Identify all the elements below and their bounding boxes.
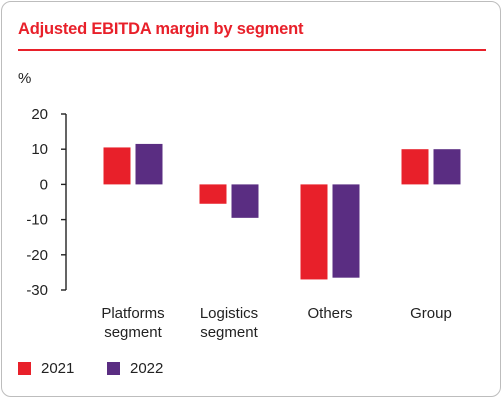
bar-2021-4 [401,149,429,185]
legend-swatch-2022 [107,362,120,375]
bar-2021-1 [103,147,131,185]
chart-title: Adjusted EBITDA margin by segment [18,20,304,38]
bar-2021-3 [300,184,328,280]
y-tick-label: -20 [26,247,48,264]
x-category-label: Logistics segment [200,305,259,341]
y-tick-label: -30 [26,282,48,299]
legend-label-2022: 2022 [130,360,164,377]
bar-2022-4 [433,149,461,185]
y-axis-unit-label: % [18,70,31,87]
legend-swatch-2021 [18,362,31,375]
y-tick-label: 20 [31,106,48,123]
legend-item-2021: 2021 [18,360,74,377]
bar-2022-1 [135,143,163,185]
x-category-label: Platforms segment [101,305,164,341]
x-category-label: Others [307,305,352,322]
x-category-label: Group [410,305,452,322]
y-tick-label: 10 [31,141,48,158]
legend-item-2022: 2022 [107,360,163,377]
bar-2022-2 [231,184,259,218]
bar-2021-2 [199,184,227,204]
legend-label-2021: 2021 [41,360,75,377]
y-tick-label: 0 [40,176,48,193]
title-divider [18,49,486,51]
bar-2022-3 [332,184,360,278]
y-tick-label: -10 [26,212,48,229]
